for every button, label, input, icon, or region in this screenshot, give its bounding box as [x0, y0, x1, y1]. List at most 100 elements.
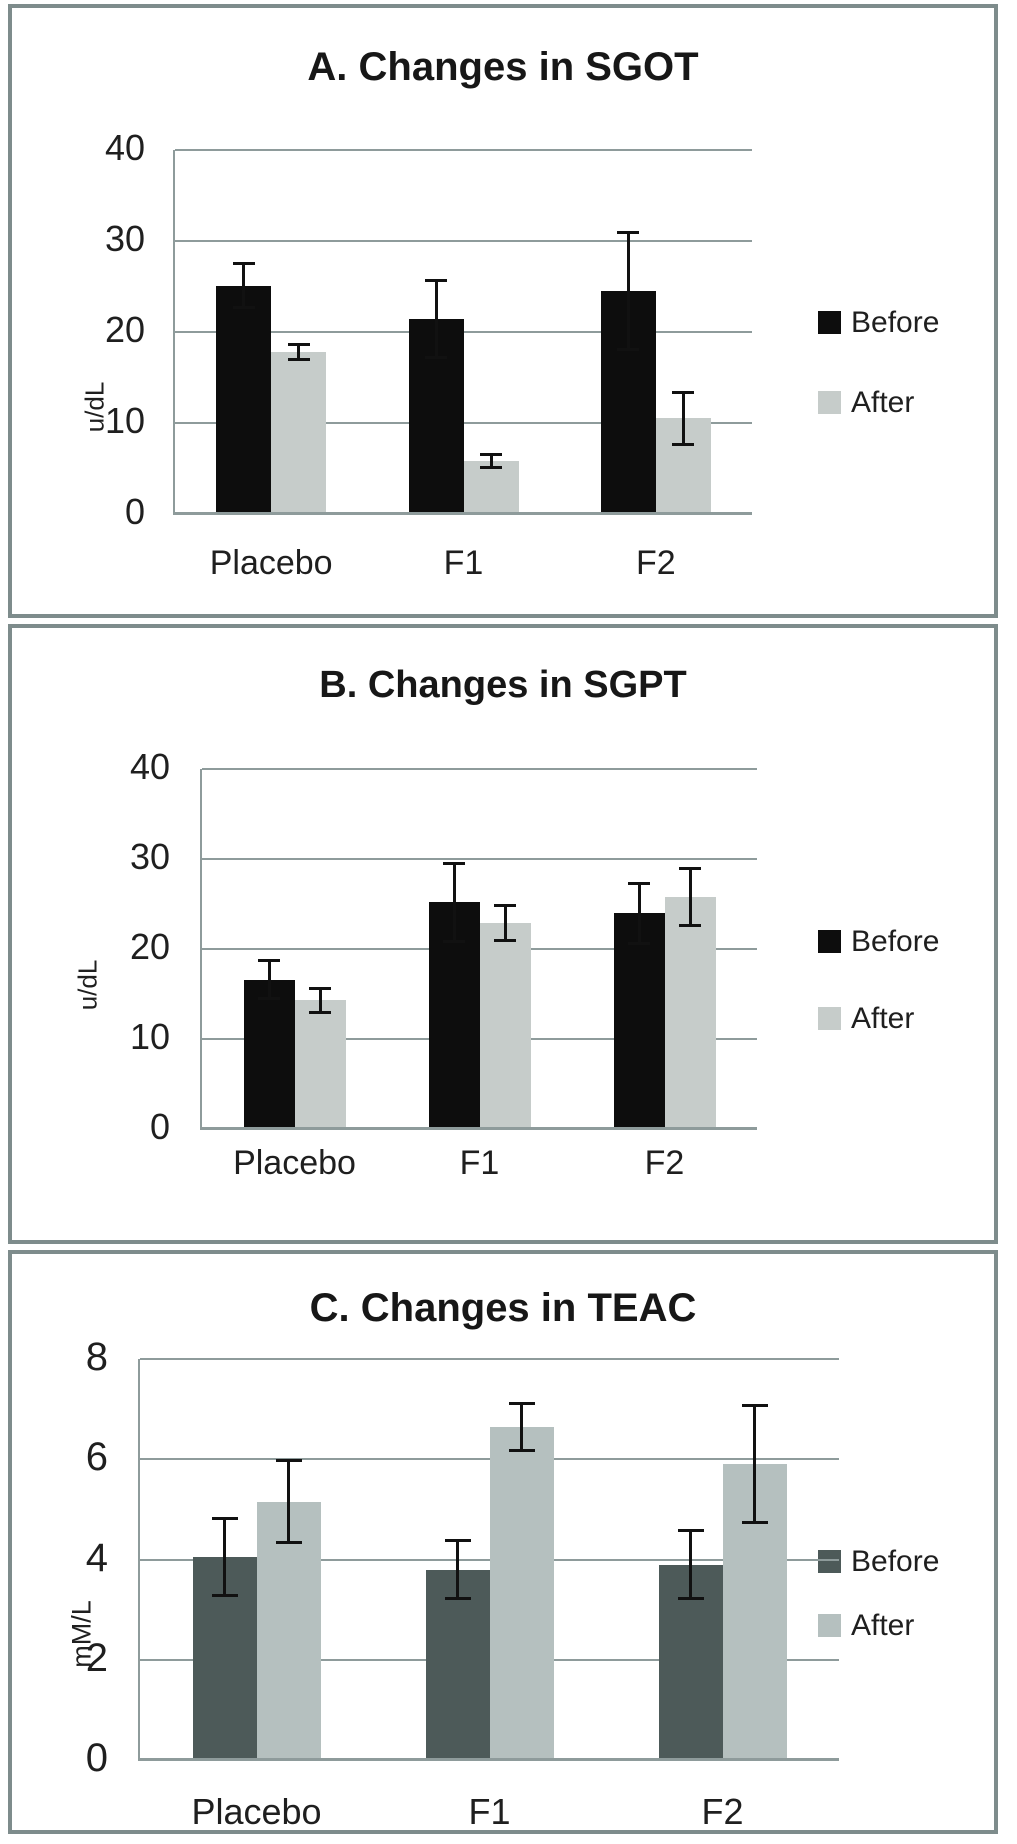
legend-label-before: Before: [851, 1544, 940, 1578]
x-axis-line: [173, 512, 752, 515]
error-bar-line: [626, 230, 630, 352]
legend-after: After: [818, 1609, 914, 1643]
x-category-label: F2: [701, 1791, 744, 1832]
y-axis-line: [173, 150, 175, 514]
error-bar-cap-bottom: [508, 1448, 535, 1452]
error-bar-line: [489, 453, 493, 470]
error-bar-cap-bottom: [443, 939, 465, 943]
gridline: [175, 331, 752, 333]
legend-swatch-before: [818, 1550, 841, 1573]
y-tick-label: 0: [149, 1106, 170, 1148]
error-bar-cap-top: [679, 867, 701, 871]
y-axis-label-sgpt: u/dL: [72, 959, 103, 1011]
bar-before: [425, 1569, 490, 1760]
error-bar-cap-bottom: [677, 1596, 704, 1600]
error-bar-cap-top: [287, 342, 310, 346]
legend-after: After: [818, 1002, 914, 1036]
error-bar-line: [434, 279, 438, 360]
gridline: [175, 149, 752, 151]
error-bar-cap-top: [444, 1539, 471, 1543]
error-bar-cap-bottom: [258, 997, 280, 1001]
panel-sgot: A. Changes in SGOT u/dL Before After 0 10…: [8, 4, 998, 618]
bar-before: [216, 285, 272, 514]
error-bar-cap-top: [617, 230, 640, 234]
error-bar-cap-bottom: [425, 356, 447, 360]
gridline: [202, 858, 757, 860]
error-bar-cap-bottom: [617, 348, 640, 352]
legend-before: Before: [818, 925, 939, 959]
error-bar-line: [242, 261, 246, 310]
error-bar-cap-bottom: [672, 442, 695, 446]
error-bar-line: [456, 1539, 459, 1600]
y-tick-label: 2: [85, 1635, 108, 1680]
legend-label-after: After: [851, 1001, 915, 1035]
gridline: [140, 1358, 839, 1360]
error-bar-cap-top: [480, 453, 502, 457]
error-bar-line: [681, 391, 685, 446]
legend-before: Before: [818, 306, 939, 340]
panel-sgpt: B. Changes in SGPT u/dL Before After 0 10…: [8, 624, 998, 1244]
legend-swatch-after: [818, 1007, 841, 1030]
y-axis-line: [200, 769, 202, 1129]
error-bar-line: [223, 1516, 226, 1598]
error-bar-line: [318, 986, 322, 1014]
error-bar-cap-top: [672, 391, 695, 395]
bar-before: [613, 913, 665, 1129]
legend-before: Before: [818, 1545, 939, 1579]
error-bar-line: [297, 342, 301, 362]
x-category-label: F1: [443, 544, 484, 582]
legend-swatch-after: [818, 1614, 841, 1637]
error-bar-cap-top: [211, 1516, 238, 1520]
error-bar-line: [267, 958, 271, 1001]
legend-after: After: [818, 386, 914, 420]
error-bar-line: [287, 1459, 290, 1545]
plot-area: [200, 768, 757, 1130]
y-tick-label: 20: [104, 309, 145, 351]
bar-after: [294, 1000, 346, 1129]
plot-area: [173, 149, 752, 515]
error-bar-cap-top: [628, 881, 650, 885]
bar-after: [489, 1426, 554, 1760]
error-bar-cap-bottom: [232, 306, 255, 310]
error-bar-cap-bottom: [741, 1521, 768, 1525]
legend-label-before: Before: [851, 305, 940, 339]
bar-before: [243, 979, 295, 1129]
x-category-label: F2: [635, 544, 676, 582]
legend-label-after: After: [851, 1608, 915, 1642]
y-tick-label: 6: [85, 1435, 108, 1480]
error-bar-cap-top: [508, 1401, 535, 1405]
y-tick-label: 0: [124, 491, 145, 533]
bar-after: [463, 461, 519, 514]
x-category-label: F1: [468, 1791, 511, 1832]
error-bar-cap-top: [494, 904, 516, 907]
legend-label-before: Before: [851, 924, 940, 958]
error-bar-cap-top: [309, 986, 331, 990]
x-category-label: Placebo: [191, 1791, 322, 1832]
error-bar-cap-bottom: [211, 1594, 238, 1598]
x-category-label: F1: [459, 1144, 500, 1182]
gridline: [175, 422, 752, 424]
gridline: [175, 240, 752, 242]
error-bar-cap-bottom: [309, 1010, 331, 1014]
error-bar-cap-top: [677, 1529, 704, 1533]
error-bar-cap-top: [258, 958, 280, 962]
y-tick-label: 10: [104, 400, 145, 442]
y-tick-label: 0: [85, 1736, 108, 1780]
legend-swatch-after: [818, 391, 841, 414]
error-bar-cap-top: [425, 279, 447, 283]
y-tick-label: 30: [104, 218, 145, 260]
legend-swatch-before: [818, 930, 841, 953]
legend-label-after: After: [851, 385, 915, 419]
chart-title-sgpt: B. Changes in SGPT: [319, 664, 687, 706]
chart-title-sgot: A. Changes in SGOT: [307, 45, 699, 89]
error-bar-line: [503, 904, 507, 942]
plot-area: [138, 1358, 839, 1761]
x-axis-line: [138, 1758, 839, 1761]
error-bar-cap-bottom: [480, 466, 502, 470]
bar-after: [256, 1501, 321, 1760]
bar-after: [479, 922, 531, 1129]
error-bar-line: [689, 1529, 692, 1600]
x-axis-line: [200, 1127, 757, 1130]
error-bar-line: [753, 1404, 756, 1525]
